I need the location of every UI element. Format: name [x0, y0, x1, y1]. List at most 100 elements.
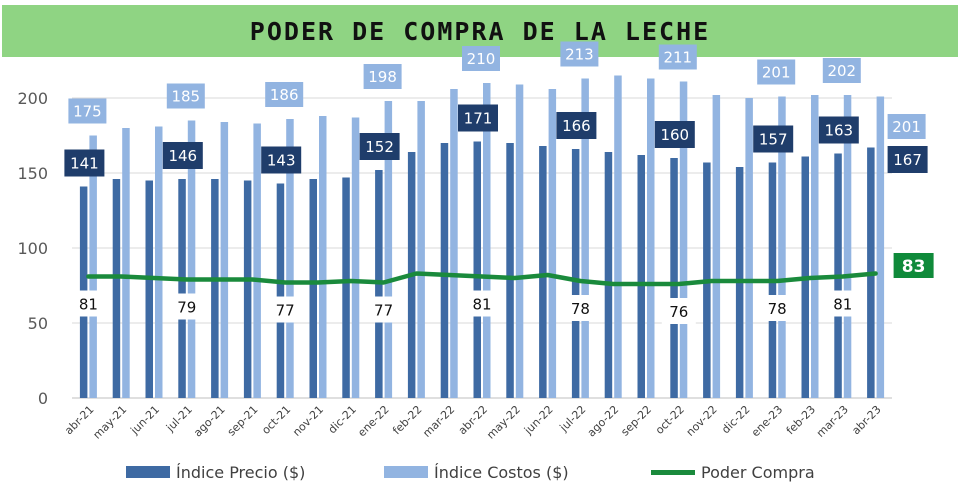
data-label-precio: 143: [267, 152, 296, 170]
x-tick-label: mar-22: [420, 403, 457, 440]
data-label-precio: 141: [70, 155, 99, 173]
bar-costos: [417, 101, 425, 398]
data-label-precio: 152: [365, 138, 394, 156]
legend-label-costos: Índice Costos ($): [434, 462, 569, 482]
data-label-precio: 167: [893, 151, 922, 169]
data-label-costos: 210: [467, 50, 496, 68]
data-label-precio-box: [64, 149, 105, 177]
bar-costos: [745, 98, 753, 398]
bar-precio: [604, 152, 613, 398]
x-tick-label: nov-21: [290, 403, 326, 439]
data-label-poder-box: [366, 296, 401, 323]
legend-swatch-costos: [384, 466, 428, 478]
data-label-costos-box: [822, 58, 861, 83]
legend-item-precio: Índice Precio ($): [126, 458, 305, 486]
x-tick-label: mar-23: [814, 403, 851, 440]
x-tick-label: sep-21: [225, 403, 261, 439]
data-label-precio: 166: [562, 117, 591, 135]
data-label-poder-box: [825, 290, 860, 317]
bar-costos: [253, 123, 261, 398]
bar-precio: [670, 158, 678, 398]
data-label-costos: 211: [663, 49, 692, 67]
data-label-precio-box: [458, 104, 498, 132]
bar-precio: [276, 183, 285, 398]
bar-costos: [811, 95, 819, 398]
data-label-costos: 186: [270, 86, 299, 104]
data-label-precio-box: [887, 146, 928, 173]
bar-costos: [220, 122, 229, 398]
x-tick-label: nov-22: [684, 403, 720, 439]
legend-label-precio: Índice Precio ($): [176, 462, 306, 482]
data-label-precio-box: [162, 142, 203, 169]
bar-costos: [319, 116, 327, 398]
x-tick-label: dic-22: [719, 403, 752, 436]
data-label-costos: 213: [565, 46, 594, 64]
data-label-precio: 171: [464, 110, 493, 128]
bar-costos: [515, 84, 524, 398]
data-label-precio-box: [818, 116, 859, 144]
x-tick-label: ago-21: [191, 403, 228, 440]
y-tick-label: 100: [17, 239, 48, 258]
y-tick-label: 200: [17, 89, 48, 108]
legend-swatch-precio: [126, 466, 170, 478]
bar-costos: [89, 135, 97, 398]
bar-costos: [187, 120, 196, 398]
bar-costos: [581, 78, 589, 398]
x-tick-label: may-22: [484, 403, 523, 442]
data-label-poder: 78: [768, 300, 787, 318]
bar-precio: [145, 180, 153, 398]
bar-costos: [679, 81, 688, 398]
bar-costos: [155, 126, 163, 398]
data-label-costos: 175: [73, 103, 102, 121]
data-label-poder: 83: [902, 257, 926, 277]
x-tick-label: oct-22: [653, 403, 687, 437]
data-label-poder-box: [71, 290, 106, 317]
data-label-poder-box: [893, 253, 934, 278]
bar-precio: [178, 179, 186, 398]
data-label-precio: 160: [660, 126, 689, 144]
chart-legend: Índice Precio ($) Índice Costos ($) Pode…: [0, 458, 962, 486]
bar-costos: [351, 117, 360, 398]
data-label-precio-box: [654, 121, 695, 148]
data-label-poder: 81: [472, 296, 491, 314]
y-tick-label: 0: [38, 389, 48, 408]
data-label-costos-box: [68, 98, 107, 124]
data-label-poder: 76: [669, 303, 688, 321]
data-label-costos-box: [757, 59, 796, 85]
bar-costos: [647, 78, 655, 398]
bar-costos: [843, 95, 852, 398]
legend-item-poder: Poder Compra: [651, 458, 815, 486]
bar-costos: [384, 101, 393, 398]
bar-precio: [112, 179, 121, 398]
data-label-poder: 77: [374, 302, 393, 320]
data-label-poder: 79: [177, 299, 196, 317]
bar-costos: [876, 96, 885, 398]
data-label-costos-box: [560, 41, 599, 67]
bar-precio: [506, 143, 514, 398]
data-label-costos-box: [887, 114, 926, 139]
data-label-costos-box: [166, 83, 205, 109]
data-label-costos: 198: [368, 68, 397, 86]
data-label-poder-box: [268, 296, 303, 323]
data-label-poder: 77: [276, 302, 295, 320]
bar-costos: [614, 75, 622, 398]
data-label-costos-box: [658, 44, 697, 70]
x-tick-label: ago-22: [585, 403, 622, 440]
data-label-precio-box: [261, 146, 302, 174]
data-label-costos-box: [462, 46, 500, 71]
x-tick-label: ene-23: [749, 403, 785, 439]
x-tick-label: jun-22: [521, 403, 556, 438]
bar-costos: [712, 95, 721, 398]
y-tick-label: 150: [17, 164, 48, 183]
x-tick-label: jun-21: [127, 403, 162, 438]
bar-precio: [473, 141, 481, 398]
data-label-poder: 81: [833, 296, 852, 314]
data-label-precio-box: [556, 112, 597, 139]
legend-label-poder: Poder Compra: [701, 462, 815, 482]
bar-costos: [450, 89, 458, 398]
x-tick-label: dic-21: [326, 403, 359, 436]
x-tick-label: oct-21: [259, 403, 293, 437]
data-label-costos-box: [363, 64, 402, 89]
data-label-poder: 81: [79, 296, 98, 314]
data-label-precio: 146: [168, 147, 197, 165]
